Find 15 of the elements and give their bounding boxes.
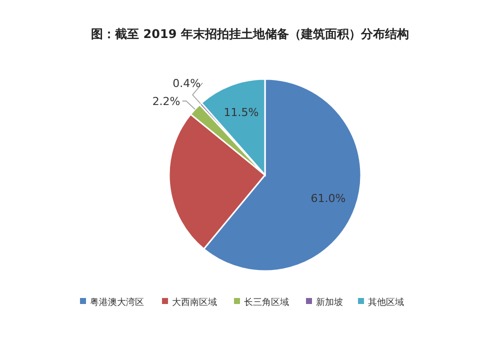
legend-label: 长三角区域 <box>244 297 289 308</box>
data-label: 11.5% <box>224 106 259 120</box>
data-label: 61.0% <box>310 192 346 205</box>
data-label: 2.2% <box>152 95 180 108</box>
legend-item: 大西南区域 <box>162 298 217 308</box>
legend-item: 粤港澳大湾区 <box>80 298 144 308</box>
legend-item: 其他区域 <box>358 298 404 308</box>
legend-label: 粤港澳大湾区 <box>90 297 144 308</box>
legend-label: 大西南区域 <box>172 297 217 308</box>
data-label: 0.4% <box>172 76 201 90</box>
legend-label: 其他区域 <box>368 297 404 308</box>
legend-item: 新加坡 <box>306 298 343 308</box>
legend-label: 新加坡 <box>316 297 343 308</box>
chart-title: 图：截至 2019 年末招拍挂土地储备（建筑面积）分布结构 <box>91 27 409 41</box>
legend-item: 长三角区域 <box>234 298 289 308</box>
